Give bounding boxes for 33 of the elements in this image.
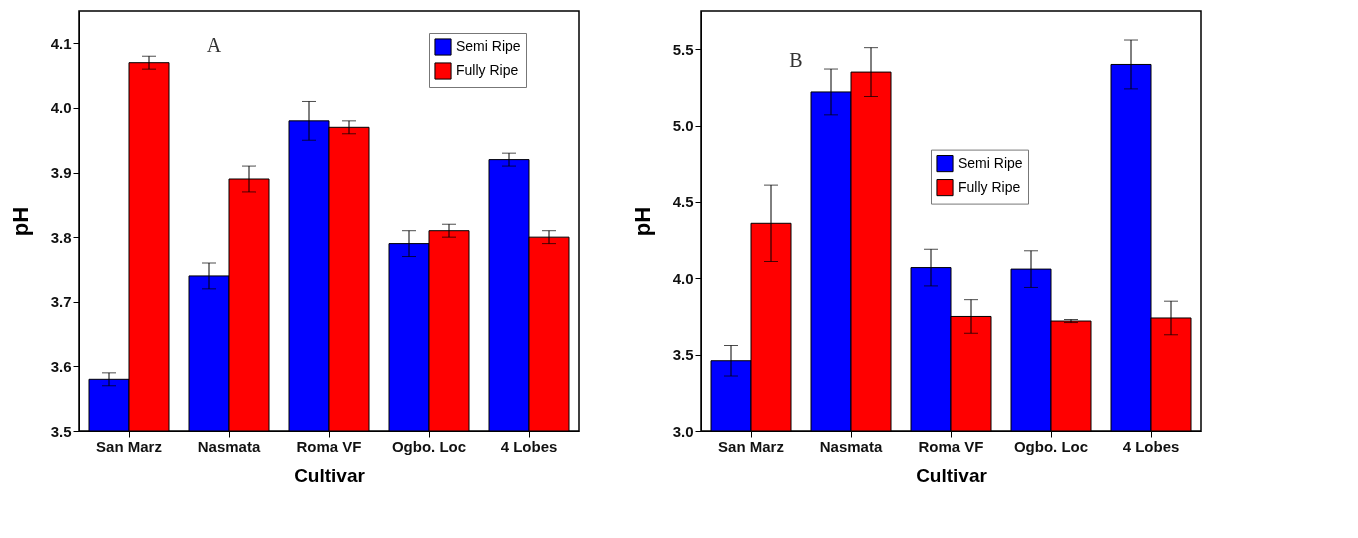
x-tick-label: Roma VF: [918, 437, 984, 455]
x-tick-label: 4 Lobes: [1122, 437, 1180, 455]
y-tick-label: 4.0: [50, 99, 72, 117]
x-axis-title: Cultivar: [916, 464, 988, 486]
y-tick-label: 4.0: [672, 269, 694, 287]
y-tick-label: 3.9: [50, 164, 72, 182]
legend-label: Semi Ripe: [456, 38, 521, 54]
x-tick-label: Ogbo. Loc: [391, 437, 467, 455]
legend-label: Fully Ripe: [958, 178, 1021, 195]
legend-label: Semi Ripe: [958, 154, 1023, 171]
x-tick-label: Nasmata: [819, 437, 883, 455]
annotation: B: [789, 49, 803, 71]
x-tick-label: 4 Lobes: [500, 437, 558, 455]
annotation: A: [206, 34, 222, 56]
y-axis-title: pH: [7, 206, 33, 237]
x-tick-label: Roma VF: [296, 437, 362, 455]
y-axis-title: pH: [629, 206, 655, 237]
y-tick-label: 3.5: [50, 422, 72, 440]
legend-label: Fully Ripe: [456, 62, 519, 78]
y-tick-label: 5.5: [672, 40, 694, 58]
y-tick-label: 3.0: [672, 422, 694, 440]
x-tick-label: San Marz: [96, 437, 162, 455]
x-axis-title: Cultivar: [294, 464, 366, 486]
y-tick-label: 3.6: [50, 357, 72, 375]
x-tick-label: Nasmata: [197, 437, 261, 455]
x-tick-label: San Marz: [718, 437, 784, 455]
y-tick-label: 4.1: [50, 34, 72, 52]
x-tick-label: Ogbo. Loc: [1013, 437, 1089, 455]
y-tick-label: 5.0: [672, 117, 694, 135]
y-tick-label: 4.5: [672, 193, 694, 211]
y-tick-label: 3.7: [50, 293, 72, 311]
y-tick-label: 3.5: [672, 346, 694, 364]
y-tick-label: 3.8: [50, 228, 72, 246]
